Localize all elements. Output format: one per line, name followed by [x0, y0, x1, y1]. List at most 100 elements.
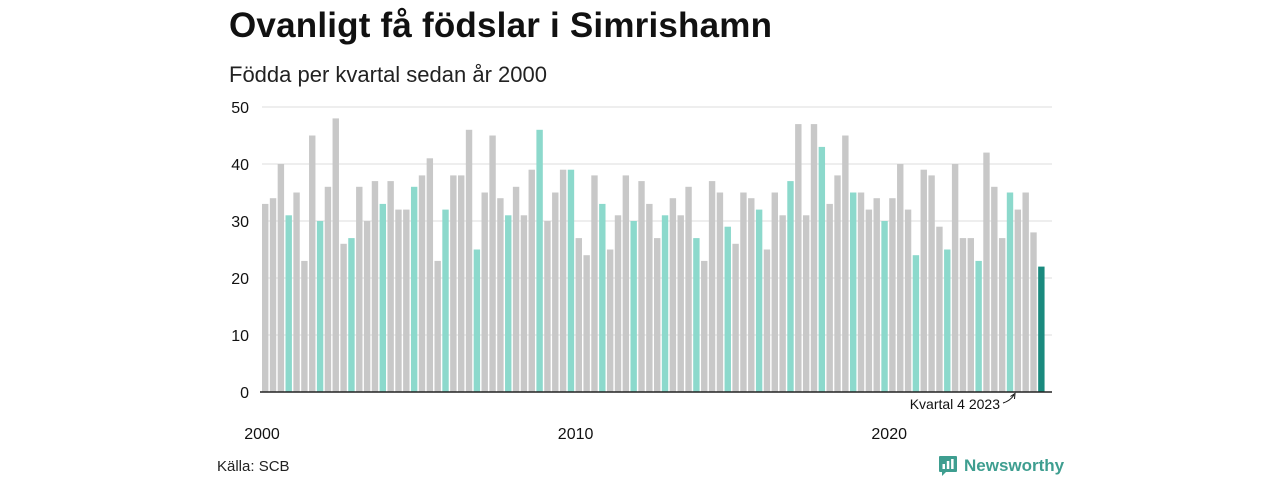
bar [630, 221, 637, 392]
bar [810, 124, 818, 392]
y-tick-label: 30 [231, 214, 249, 231]
brand-logo-link[interactable]: Newsworthy [938, 455, 1064, 477]
bar [575, 238, 582, 392]
bar [285, 215, 292, 392]
annotation-arrow [1002, 394, 1015, 404]
bar [1014, 209, 1022, 392]
bar [716, 192, 724, 392]
bar [269, 198, 277, 392]
bar [732, 243, 739, 392]
x-tick-label: 2010 [558, 426, 594, 443]
bar [520, 215, 528, 392]
bar [528, 169, 535, 392]
bar [826, 203, 833, 392]
bar [599, 203, 606, 392]
bar [544, 221, 551, 392]
bar [873, 198, 880, 392]
bar [991, 186, 998, 392]
bar [348, 238, 355, 392]
bar [379, 203, 386, 392]
bar [959, 238, 967, 392]
x-tick-label: 2020 [871, 426, 907, 443]
bar [850, 192, 857, 392]
bar [395, 209, 402, 392]
bar [1006, 192, 1014, 392]
bar [669, 198, 677, 392]
bar [755, 209, 763, 392]
bar [473, 249, 481, 392]
bar [324, 186, 332, 392]
bar [301, 260, 308, 392]
bar [293, 192, 300, 392]
bar [998, 238, 1006, 392]
bar [583, 255, 590, 392]
bar [356, 186, 363, 392]
bar [512, 186, 520, 392]
bar [277, 164, 285, 392]
bar [481, 192, 488, 392]
bar [434, 260, 441, 392]
bar [912, 255, 920, 392]
chart-title: Ovanligt få födslar i Simrishamn [229, 6, 773, 45]
bar [889, 198, 896, 392]
bar [904, 209, 912, 392]
bar [410, 186, 418, 392]
bar [834, 175, 841, 392]
bar [646, 203, 653, 392]
bar [842, 135, 849, 392]
bar [426, 158, 434, 392]
bar [983, 152, 990, 392]
bar [748, 198, 755, 392]
bar [708, 181, 716, 392]
bar [559, 169, 567, 392]
bar [654, 238, 661, 392]
bar [881, 221, 888, 392]
bar [316, 221, 324, 392]
bar [497, 198, 504, 392]
bar [418, 175, 426, 392]
bar [763, 249, 771, 392]
bar [661, 215, 669, 392]
bar [567, 169, 575, 392]
bar [606, 249, 614, 392]
bar [724, 226, 731, 392]
bar [740, 192, 747, 392]
bar [951, 164, 959, 392]
bar [897, 164, 904, 392]
brand-name: Newsworthy [964, 456, 1065, 475]
bar [340, 243, 347, 392]
bar [787, 181, 794, 392]
bar [771, 192, 778, 392]
bar [685, 186, 692, 392]
bar [975, 260, 982, 392]
bar [1030, 232, 1037, 392]
source-label: Källa: SCB [217, 458, 290, 475]
bar [967, 238, 974, 392]
bar [1022, 192, 1029, 392]
bar [818, 146, 826, 392]
newsworthy-logo-icon [939, 456, 957, 476]
bar [371, 181, 379, 392]
bar [944, 249, 951, 392]
x-tick-label: 2000 [244, 426, 280, 443]
bar [857, 192, 865, 392]
bar [936, 226, 943, 392]
bar [458, 175, 465, 392]
y-tick-label: 0 [240, 385, 249, 402]
bar [795, 124, 802, 392]
bar [262, 203, 269, 392]
bar [442, 209, 449, 392]
bar [505, 215, 512, 392]
bar [363, 221, 371, 392]
bar [465, 129, 473, 393]
bar [677, 215, 684, 392]
bar [638, 181, 645, 392]
bar [403, 209, 410, 392]
annotation-arrowhead [1010, 392, 1016, 400]
bar [591, 175, 598, 392]
bar [865, 209, 873, 392]
bar [928, 175, 935, 392]
bar [387, 181, 394, 392]
y-tick-label: 20 [231, 271, 249, 288]
bar [701, 260, 708, 392]
